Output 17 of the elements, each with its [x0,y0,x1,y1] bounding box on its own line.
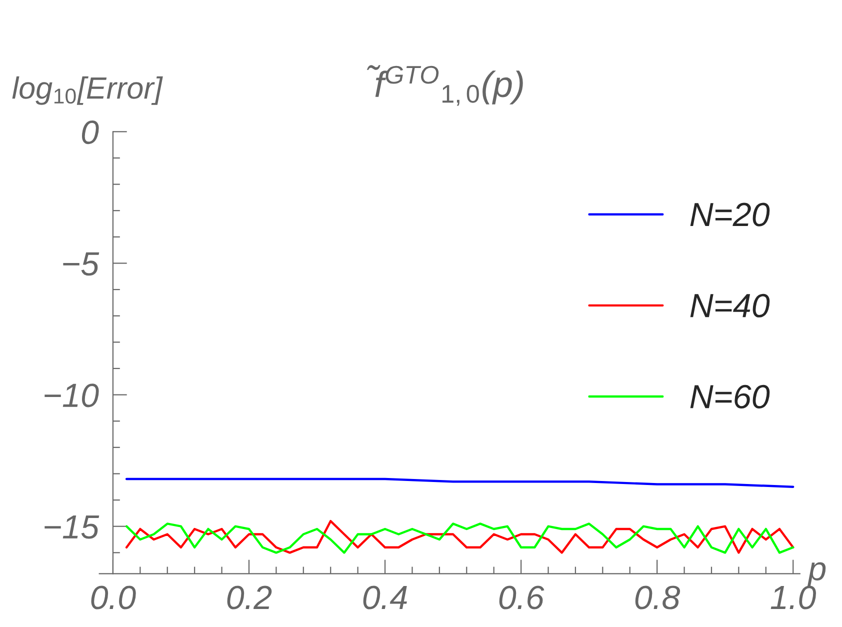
y-tick-label: 0 [82,120,99,144]
x-tick-label: 0.6 [499,586,544,610]
legend-label: N=40 [690,294,770,318]
y-tick-label: −10 [44,384,99,408]
legend-label: N=20 [690,202,770,226]
y-tick-label: −5 [63,252,100,276]
x-tick-label: 0.2 [227,586,272,610]
x-axis-title: p [807,562,826,588]
y-axis-title: log$_{10}$[Error] [12,76,163,105]
chart-title: f̃$^{GTO}$$_{1,0}$(p) [366,65,523,106]
x-tick-label: 1.0 [770,586,816,610]
line-series [125,478,794,488]
legend-label: N=60 [690,384,770,409]
x-tick-label: 0.8 [635,586,680,610]
x-tick-label: 0.4 [363,586,407,610]
y-tick-label: −15 [44,515,100,539]
x-tick-label: 0.0 [91,586,136,610]
